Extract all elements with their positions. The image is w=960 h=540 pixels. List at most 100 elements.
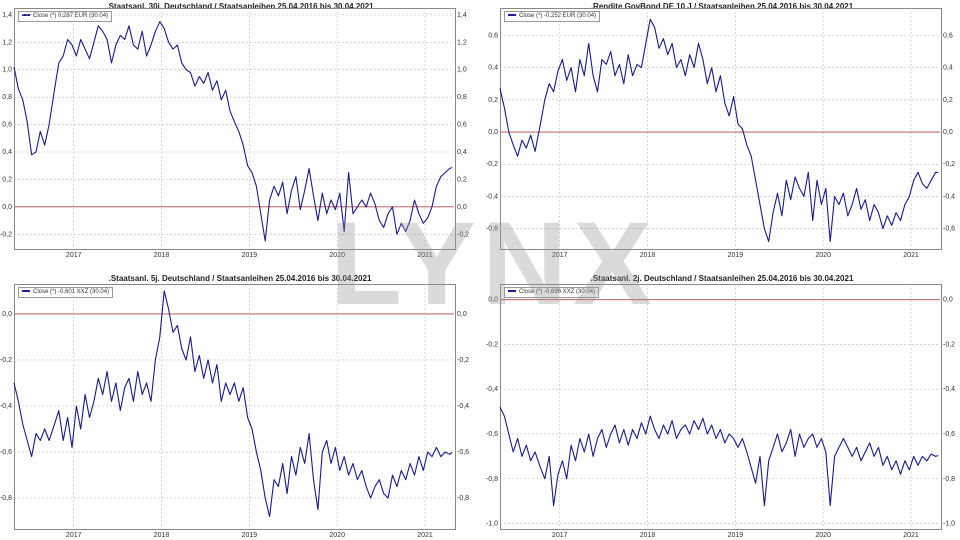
y-tick-label-right: -0,6: [943, 431, 955, 438]
y-tick-label-left: -0,2: [0, 231, 12, 238]
y-tick-label-left: -0,6: [486, 431, 498, 438]
y-tick-label-left: -1,0: [486, 521, 498, 528]
legend: Close (*) -0,252 EUR (30.04): [504, 11, 601, 22]
y-tick-label-right: 0,4: [457, 149, 467, 156]
chart-panel-5y: .Staatsanl. 5j. Deutschland / Staatsanle…: [0, 272, 480, 540]
chart-title: .Rendite GovBond DE 10 J / Staatsanleihe…: [590, 2, 854, 11]
y-tick-label-left: -0,6: [486, 226, 498, 233]
x-tick-label: 2017: [552, 252, 568, 259]
y-tick-label-right: 1,4: [457, 12, 467, 19]
y-tick-label-right: 0,0: [943, 297, 953, 304]
chart-svg-10y: -0,6 -0,6 -0,4 -0,4 -0,2 -0,2 0,0 0,0 0,2 0,2 0,4 0…: [486, 8, 955, 259]
x-tick-label: 2018: [154, 252, 170, 259]
x-tick-label: 2019: [242, 532, 258, 539]
y-tick-label-left: -0,6: [0, 449, 12, 456]
legend-label: Close (*) -0,601 XXZ (30.04): [33, 289, 110, 295]
y-tick-label-left: 0,2: [2, 176, 12, 183]
y-tick-label-right: -0,2: [457, 231, 469, 238]
chart-panel-10y: .Rendite GovBond DE 10 J / Staatsanleihe…: [484, 0, 960, 270]
y-tick-label-right: -0,6: [943, 226, 955, 233]
y-tick-label-left: 0,0: [2, 204, 12, 211]
y-tick-label-right: 0,0: [457, 311, 467, 318]
chart-title: .Staatsanl. 2j. Deutschland / Staatsanle…: [590, 274, 854, 283]
y-tick-label-left: -0,2: [0, 357, 12, 364]
y-tick-label-right: -0,6: [457, 449, 469, 456]
x-tick-label: 2019: [242, 252, 258, 259]
y-tick-label-right: 0,8: [457, 94, 467, 101]
y-tick-label-left: 0,6: [488, 32, 498, 39]
y-tick-label-left: 0,4: [488, 65, 498, 72]
chart-svg-2y: -1,0 -1,0 -0,8 -0,8 -0,6 -0,6 -0,4 -0,4 -0,2 -0,2…: [486, 284, 955, 539]
x-tick-label: 2018: [154, 532, 170, 539]
legend-swatch: [508, 14, 516, 17]
series-line: [499, 18, 939, 243]
y-tick-label-right: 0,0: [943, 129, 953, 136]
y-tick-label-left: 0,0: [2, 311, 12, 318]
y-tick-label-left: -0,2: [486, 341, 498, 348]
y-tick-label-left: 1,0: [2, 67, 12, 74]
x-tick-label: 2021: [417, 252, 433, 259]
y-tick-label-left: -0,4: [0, 403, 12, 410]
chart-svg-30y: -0,2 -0,2 0,0 0,0 0,2 0,2 0,4 0,4 0,6 0,6 0,8 0,8 1,…: [0, 8, 469, 259]
chart-title: .Staatsanl. 5j. Deutschland / Staatsanle…: [108, 274, 372, 283]
y-tick-label-right: 0,2: [943, 97, 953, 104]
x-tick-label: 2020: [329, 532, 345, 539]
legend-label: Close (*) 0,287 EUR (30.04): [33, 13, 109, 19]
y-tick-label-right: 0,4: [943, 65, 953, 72]
y-tick-label-right: 0,6: [943, 32, 953, 39]
y-tick-label-left: 0,0: [488, 297, 498, 304]
chart-svg-5y: -0,8 -0,8 -0,6 -0,6 -0,4 -0,4 -0,2 -0,2 0,0 0,0 20…: [0, 284, 469, 539]
series-line: [13, 290, 453, 518]
y-tick-label-right: 1,0: [457, 67, 467, 74]
y-tick-label-right: -0,2: [457, 357, 469, 364]
y-tick-label-left: -0,8: [486, 476, 498, 483]
y-tick-label-right: -0,2: [943, 341, 955, 348]
y-tick-label-left: 1,2: [2, 39, 12, 46]
x-tick-label: 2018: [640, 532, 656, 539]
x-tick-label: 2019: [728, 252, 744, 259]
chart-panel-2y: .Staatsanl. 2j. Deutschland / Staatsanle…: [484, 272, 960, 540]
y-tick-label-right: 0,6: [457, 122, 467, 129]
legend-swatch: [22, 290, 30, 293]
y-tick-label-left: -0,4: [486, 193, 498, 200]
x-tick-label: 2017: [66, 532, 82, 539]
x-tick-label: 2021: [903, 252, 919, 259]
y-tick-label-right: -1,0: [943, 521, 955, 528]
y-tick-label-right: -0,2: [943, 161, 955, 168]
x-tick-label: 2018: [640, 252, 656, 259]
legend: Close (*) 0,287 EUR (30.04): [18, 11, 113, 22]
x-tick-label: 2020: [815, 532, 831, 539]
y-tick-label-right: -0,4: [457, 403, 469, 410]
plot-area: [500, 284, 942, 530]
series-line: [13, 21, 453, 242]
legend: Close (*) -0,696 XXZ (30.04): [504, 287, 600, 298]
plot-area: [14, 8, 456, 250]
legend-label: Close (*) -0,252 EUR (30.04): [519, 13, 597, 19]
chart-panel-30y: .Staatsanl. 30j. Deutschland / Staatsanl…: [0, 0, 480, 270]
y-tick-label-left: -0,8: [0, 495, 12, 502]
y-tick-label-left: 0,2: [488, 97, 498, 104]
y-tick-label-right: 0,0: [457, 204, 467, 211]
y-tick-label-right: -0,4: [943, 193, 955, 200]
y-tick-label-right: -0,8: [943, 476, 955, 483]
x-tick-label: 2019: [728, 532, 744, 539]
y-tick-label-left: 0,8: [2, 94, 12, 101]
legend-swatch: [508, 290, 516, 293]
y-tick-label-left: -0,4: [486, 386, 498, 393]
y-tick-label-left: 1,4: [2, 12, 12, 19]
y-tick-label-right: -0,4: [943, 386, 955, 393]
legend-swatch: [22, 14, 30, 17]
y-tick-label-right: 0,2: [457, 176, 467, 183]
y-tick-label-left: 0,0: [488, 129, 498, 136]
y-tick-label-left: 0,6: [2, 122, 12, 129]
x-tick-label: 2020: [815, 252, 831, 259]
legend-label: Close (*) -0,696 XXZ (30.04): [519, 289, 596, 295]
y-tick-label-right: -0,8: [457, 495, 469, 502]
chart-title: .Staatsanl. 30j. Deutschland / Staatsanl…: [106, 2, 374, 11]
series-line: [499, 406, 939, 507]
plot-area: [500, 8, 942, 250]
y-tick-label-left: 0,4: [2, 149, 12, 156]
x-tick-label: 2017: [552, 532, 568, 539]
y-tick-label-left: -0,2: [486, 161, 498, 168]
legend: Close (*) -0,601 XXZ (30.04): [18, 287, 114, 298]
